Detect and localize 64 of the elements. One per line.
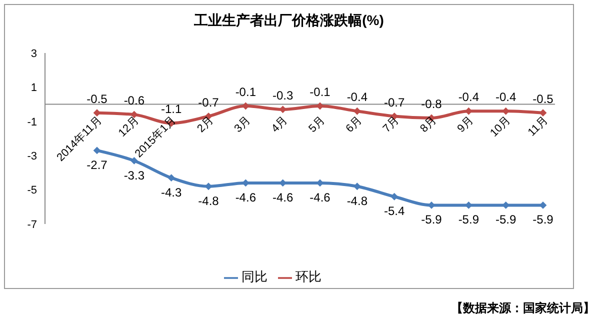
data-label: -0.7: [198, 95, 220, 110]
point: [316, 179, 324, 186]
data-label: -0.3: [272, 88, 294, 102]
data-label: -0.4: [495, 90, 516, 104]
x-tick-label: 6月: [344, 114, 364, 136]
data-label: -0.4: [458, 90, 480, 104]
data-label: -2.7: [86, 158, 108, 172]
data-label: -4.6: [310, 190, 331, 204]
data-label: -4.6: [235, 190, 256, 204]
point: [390, 193, 398, 200]
x-tick-label: 11月: [526, 114, 550, 139]
x-tick-label: 4月: [269, 114, 290, 136]
y-tick-label: 1: [30, 82, 37, 94]
data-label: -0.1: [310, 85, 331, 100]
data-label: -0.8: [421, 96, 442, 111]
legend-label: 环比: [296, 269, 322, 284]
data-label: -0.1: [235, 85, 256, 100]
point: [316, 102, 324, 110]
point: [279, 106, 286, 113]
data-label: -4.8: [346, 194, 368, 208]
text: 【数据来源：国家统计局】: [451, 300, 595, 317]
point: [168, 174, 175, 182]
point: [94, 146, 100, 154]
data-label: -0.7: [384, 95, 405, 110]
x-tick-label: 2月: [195, 114, 216, 136]
point: [465, 108, 472, 115]
data-label: -5.9: [495, 212, 516, 227]
y-tick-label: -1: [27, 116, 37, 128]
point: [502, 108, 510, 115]
x-tick-label: 8月: [418, 114, 439, 136]
data-label: -5.9: [458, 212, 480, 227]
x-tick-label: 10月: [488, 114, 514, 140]
point: [130, 157, 138, 164]
point: [428, 202, 435, 209]
point: [242, 102, 250, 110]
x-tick-label: 3月: [232, 114, 253, 136]
point: [540, 202, 546, 209]
data-label: -0.5: [86, 92, 108, 106]
data-label: -4.6: [272, 190, 294, 204]
point: [540, 109, 546, 116]
data-label: -4.3: [160, 185, 182, 200]
y-tick-label: -3: [27, 150, 37, 163]
y-tick-label: -7: [27, 218, 37, 231]
data-label: -5.9: [532, 212, 554, 227]
point: [205, 182, 212, 190]
data-label: -4.8: [198, 194, 220, 208]
data-label: -3.3: [124, 168, 145, 182]
y-tick-label: -5: [27, 184, 37, 197]
point: [354, 182, 361, 190]
data-label: -5.4: [384, 204, 405, 218]
data-label: -1.1: [160, 102, 182, 116]
data-label: -0.5: [532, 92, 554, 106]
data-label: -0.4: [346, 90, 368, 104]
x-tick-label: 12月: [116, 114, 142, 140]
x-tick-label: 7月: [380, 114, 402, 136]
legend-label: 同比: [242, 269, 268, 284]
x-tick-label: 5月: [306, 114, 328, 136]
point: [94, 109, 100, 116]
y-tick-label: 3: [30, 48, 37, 60]
chart-title: 工业生产者出厂价格涨跌幅(%): [193, 12, 385, 30]
x-tick-label: 9月: [455, 114, 476, 136]
data-label: -5.9: [421, 212, 442, 227]
point: [354, 108, 361, 115]
data-label: -0.6: [124, 94, 145, 108]
